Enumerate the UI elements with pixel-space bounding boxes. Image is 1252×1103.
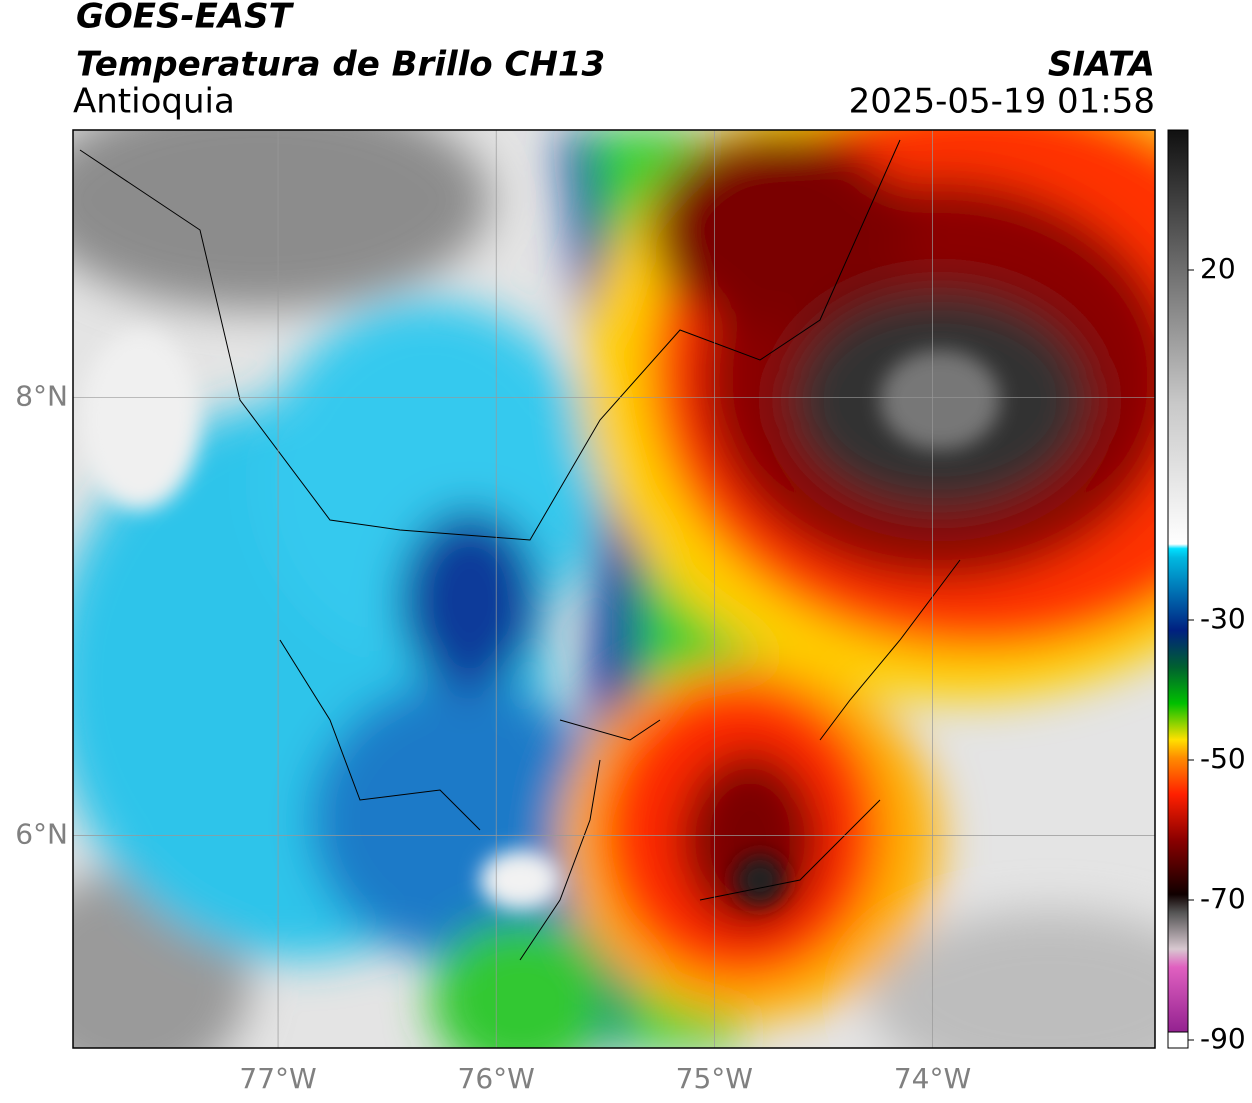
colorbar-ticks: 20 -30 -50 -70 -90	[1188, 252, 1246, 1055]
lon-label: 76°W	[458, 1062, 535, 1095]
title: GOES-EAST	[76, 0, 295, 37]
region: Antioquia	[73, 82, 235, 122]
lon-label: 75°W	[676, 1062, 753, 1095]
subtitle: Temperatura de Brillo CH13	[76, 45, 605, 85]
colorbar-label: -90	[1200, 1022, 1246, 1055]
graticule	[73, 130, 1155, 1048]
lat-label: 6°N	[15, 817, 68, 850]
lat-label: 8°N	[15, 379, 68, 412]
colorbar-label: -50	[1200, 742, 1246, 775]
lon-label: 77°W	[239, 1062, 316, 1095]
source: SIATA	[1048, 45, 1155, 85]
colorbar-label: -70	[1200, 882, 1246, 915]
colorbar	[1167, 129, 1189, 1041]
map-frame	[72, 129, 1156, 1049]
datetime: 2025-05-19 01:58	[849, 82, 1155, 122]
colorbar-label: -30	[1200, 602, 1246, 635]
satellite-image	[73, 130, 1155, 1048]
colorbar-label: 20	[1200, 252, 1236, 285]
colorbar-under	[1167, 1031, 1189, 1049]
lon-label: 74°W	[894, 1062, 971, 1095]
